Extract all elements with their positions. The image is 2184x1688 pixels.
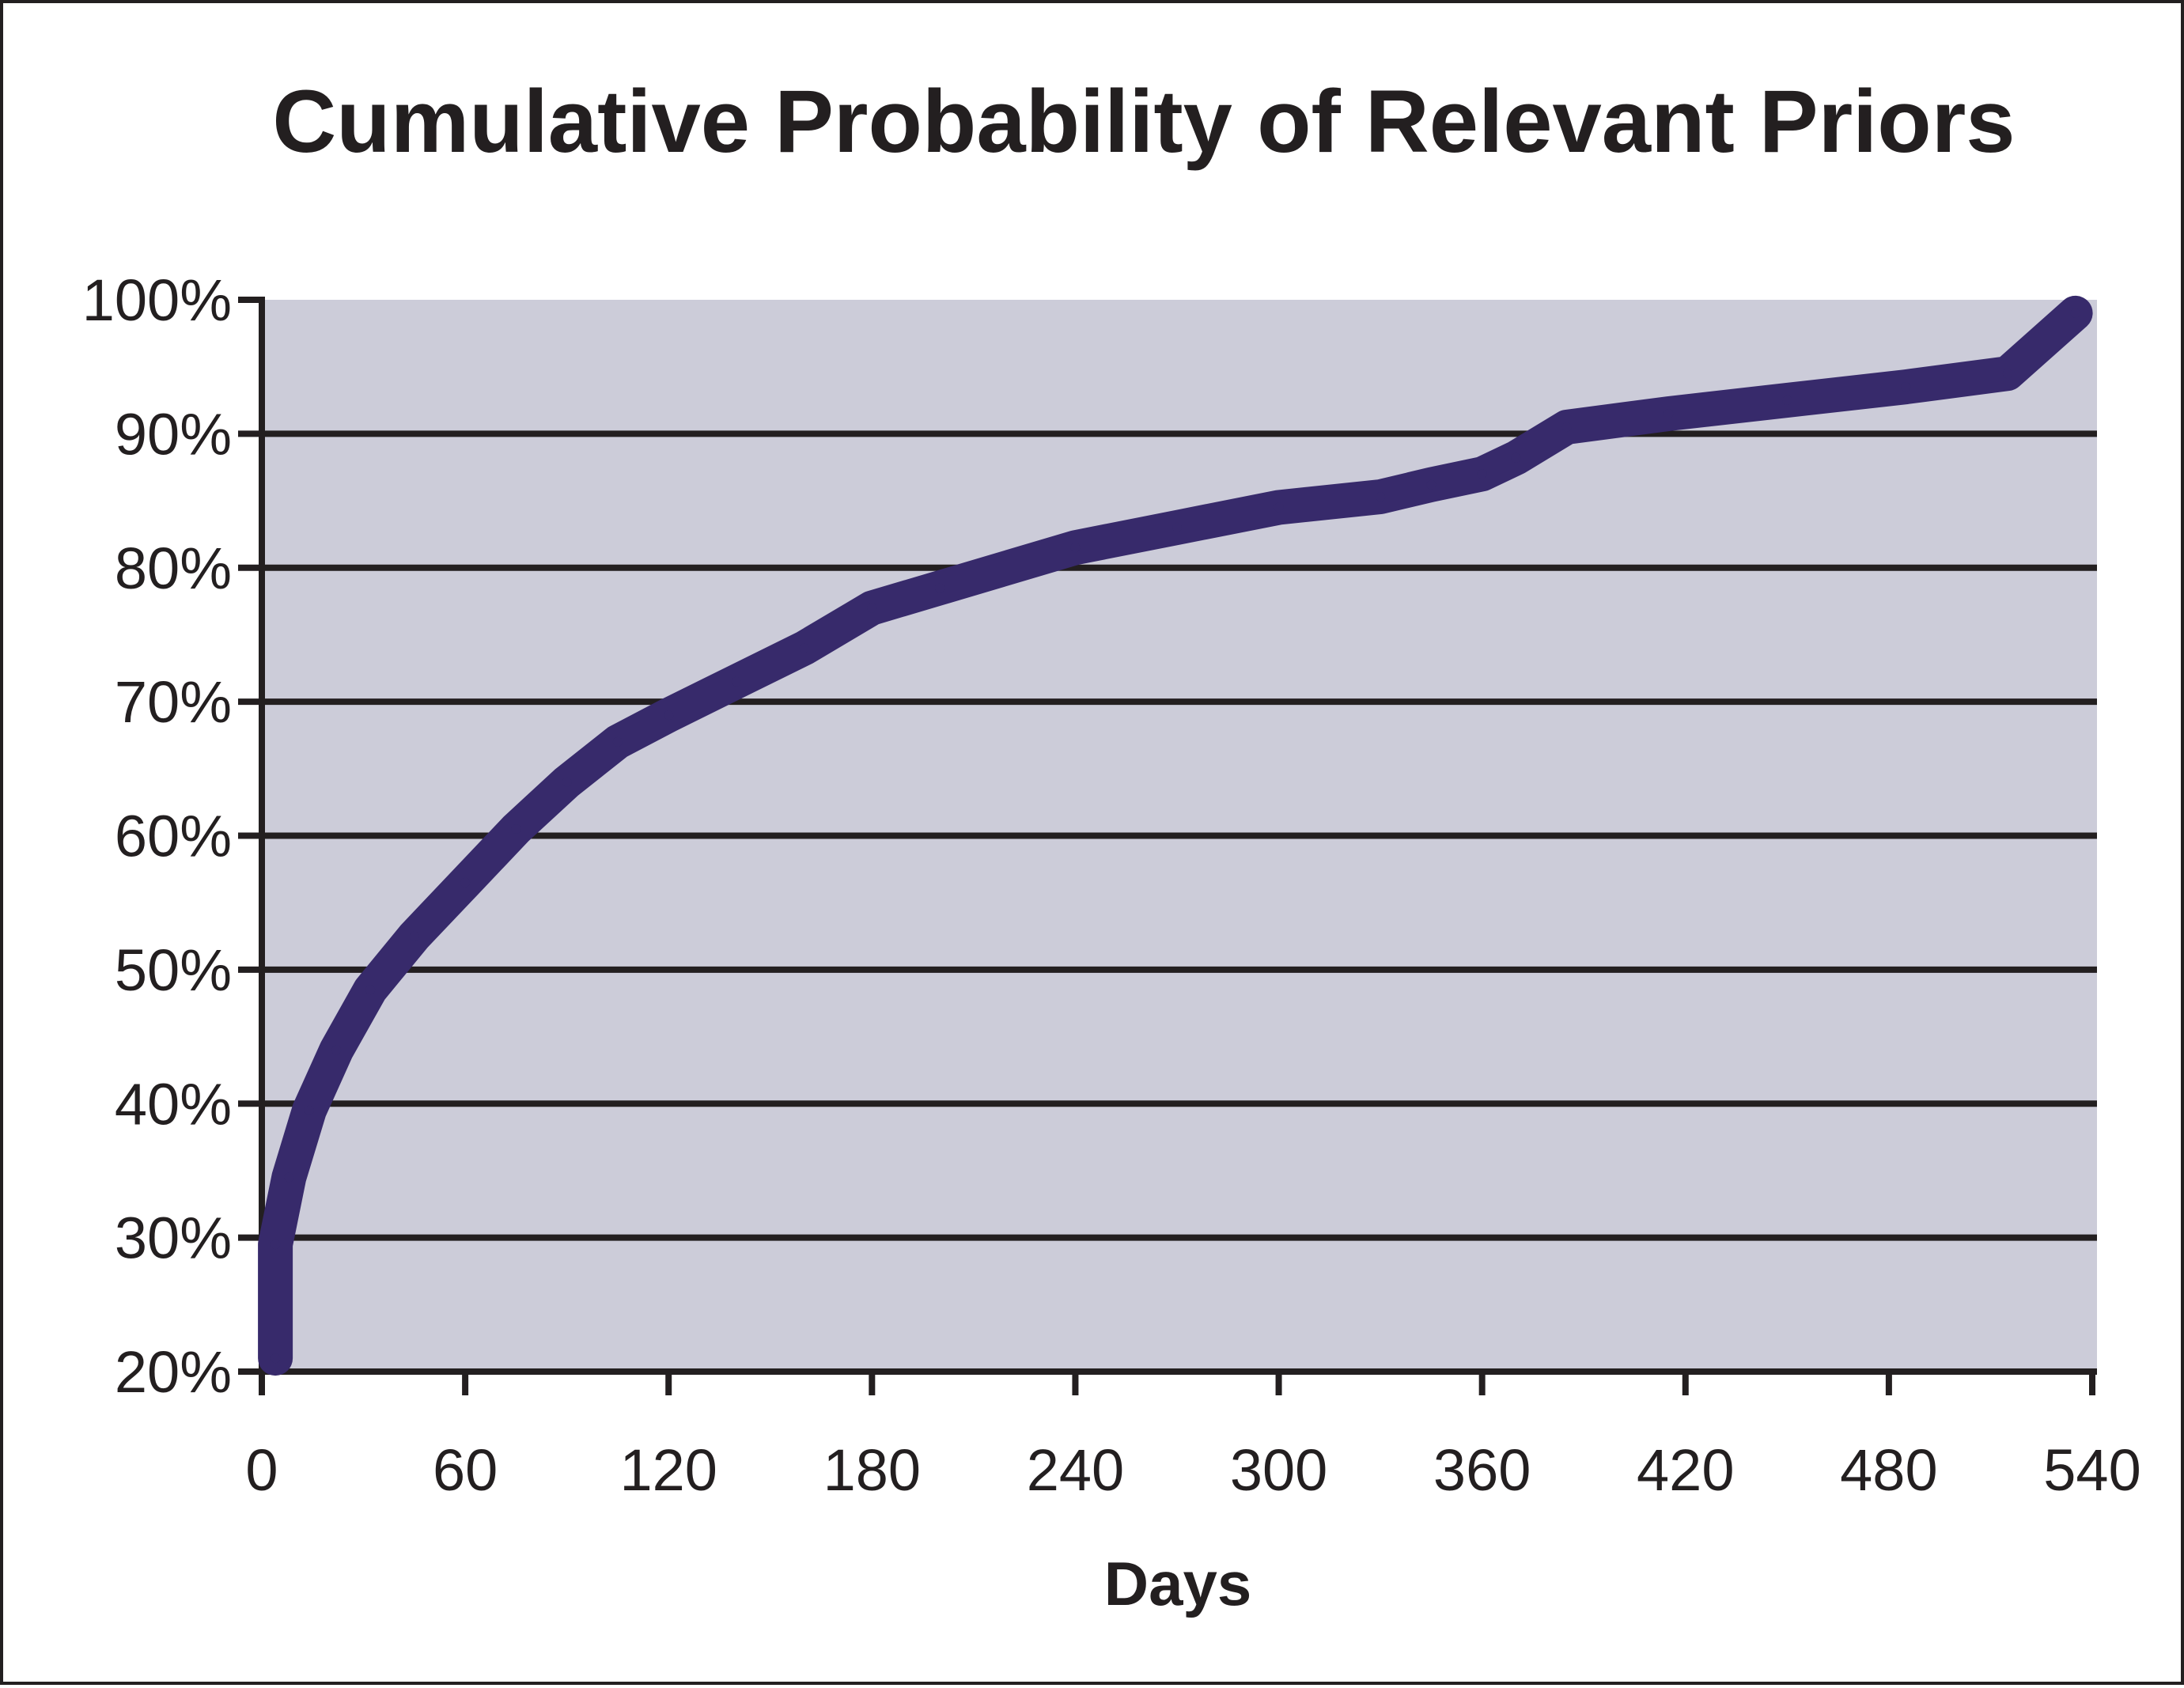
data-point [1561,422,1572,432]
data-point [1901,382,1911,392]
data-point [612,736,623,747]
y-tick-label: 100% [82,267,232,333]
x-tick-label: 0 [245,1437,278,1503]
x-tick-label: 240 [1027,1437,1124,1503]
data-point [271,1353,281,1364]
data-point [460,877,471,888]
data-point [1664,409,1674,418]
x-tick-label: 420 [1637,1437,1734,1503]
data-point [2002,369,2012,379]
y-tick-label: 30% [115,1205,232,1271]
data-point [1376,492,1386,501]
chart: Cumulative Probability of Relevant Prior… [82,72,2141,1618]
y-tick-label: 40% [115,1071,232,1137]
data-point [365,985,376,995]
data-point [1172,522,1182,532]
data-point [664,710,674,721]
data-point [284,1172,294,1183]
data-point [511,824,521,834]
y-tick-label: 80% [115,536,232,601]
data-point [271,1240,281,1250]
x-tick-label: 540 [2043,1437,2140,1503]
data-point [1477,469,1487,479]
y-tick-label: 20% [115,1339,232,1405]
data-point [935,583,944,593]
data-point [1782,396,1792,405]
data-point [867,603,877,613]
x-tick-label: 480 [1840,1437,1937,1503]
data-point [2070,308,2080,318]
y-tick-label: 90% [115,401,232,467]
gridlines [262,430,2097,1241]
data-point [1274,502,1284,513]
series-layer [258,295,2093,1376]
data-point [562,777,572,787]
data-point [799,643,809,653]
x-tick-label: 60 [433,1437,498,1503]
x-tick-label: 300 [1230,1437,1327,1503]
x-tick-label: 180 [823,1437,921,1503]
y-tick-label: 70% [115,669,232,735]
data-point [731,676,741,687]
y-tick-label: 60% [115,804,232,869]
y-tick-label: 50% [115,937,232,1003]
x-tick-label: 360 [1433,1437,1531,1503]
data-point [1070,543,1081,553]
data-point [409,931,419,941]
y-tick-labels: 20% 30% 40% 50% 60% 70% 80% 90% 100% [82,267,232,1405]
data-point [305,1105,314,1115]
x-tick-label: 120 [619,1437,717,1503]
data-point [331,1045,342,1055]
x-tick-labels: 0 60 120 180 240 300 360 420 480 540 [245,1437,2140,1503]
data-point [1511,452,1521,463]
chart-title: Cumulative Probability of Relevant Prior… [272,72,2015,171]
data-point [1426,479,1436,490]
axes [238,297,2097,1395]
x-axis-label: Days [1104,1549,1251,1618]
